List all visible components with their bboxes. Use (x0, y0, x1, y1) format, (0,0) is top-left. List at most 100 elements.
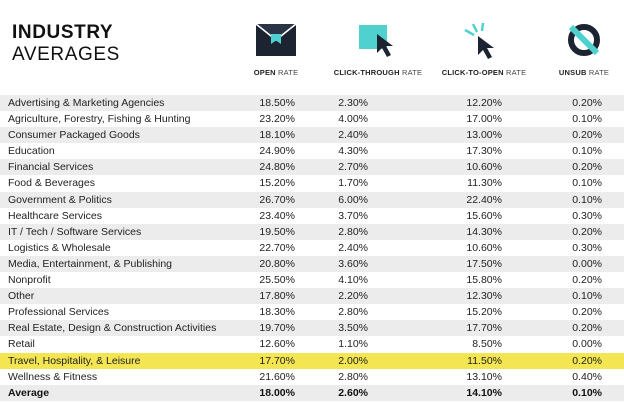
open-rate-header: OPEN RATE (216, 18, 336, 77)
unsub-rate-value: 0.20% (572, 161, 602, 174)
click-to-open-rate-value: 12.30% (466, 290, 502, 303)
table-row: Logistics & Wholesale 22.70% 2.40% 10.60… (0, 240, 624, 256)
industry-name: Professional Services (8, 306, 109, 319)
click-through-rate-label: CLICK-THROUGH (333, 68, 400, 77)
click-to-open-rate-value: 15.20% (466, 306, 502, 319)
industry-name: Travel, Hospitality, & Leisure (8, 354, 141, 367)
industry-name: Food & Beverages (8, 177, 95, 190)
click-to-open-rate-suffix: RATE (503, 68, 527, 77)
click-to-open-rate-value: 17.00% (466, 113, 502, 126)
click-through-rate-value: 3.60% (338, 257, 368, 270)
table-row: Government & Politics 26.70% 6.00% 22.40… (0, 191, 624, 208)
table-row: IT / Tech / Software Services 19.50% 2.8… (0, 223, 624, 240)
click-to-open-rate-value: 13.00% (466, 129, 502, 142)
click-to-open-rate-value: 17.30% (466, 145, 502, 158)
unsub-rate-value: 0.20% (572, 354, 602, 367)
average-open-rate: 18.00% (259, 386, 295, 399)
open-rate-label: OPEN (253, 68, 276, 77)
click-through-rate-value: 2.70% (338, 161, 368, 174)
industry-name: Education (8, 145, 55, 158)
click-through-rate-value: 2.80% (338, 370, 368, 383)
click-through-rate-value: 4.00% (338, 113, 368, 126)
unsub-rate-value: 0.10% (572, 177, 602, 190)
click-to-open-rate-label: CLICK-TO-OPEN (441, 68, 504, 77)
unsub-rate-value: 0.10% (572, 113, 602, 126)
click-through-rate-value: 4.30% (338, 145, 368, 158)
open-rate-value: 24.90% (259, 145, 295, 158)
industry-name: IT / Tech / Software Services (8, 225, 142, 238)
open-rate-value: 18.50% (259, 97, 295, 109)
click-through-rate-value: 2.00% (338, 354, 368, 367)
table-row: Food & Beverages 15.20% 1.70% 11.30% 0.1… (0, 175, 624, 191)
unsub-rate-value: 0.40% (572, 370, 602, 383)
industry-name: Advertising & Marketing Agencies (8, 97, 165, 109)
open-rate-value: 23.40% (259, 209, 295, 222)
open-rate-value: 18.30% (259, 306, 295, 319)
table-row: Education 24.90% 4.30% 17.30% 0.10% (0, 143, 624, 159)
average-click-to-open-rate: 14.10% (466, 386, 502, 399)
unsub-rate-value: 0.20% (572, 97, 602, 109)
open-rate-value: 25.50% (259, 274, 295, 287)
click-to-open-rate-value: 17.70% (466, 322, 502, 335)
unsub-rate-value: 0.30% (572, 241, 602, 254)
click-through-rate-value: 2.80% (338, 225, 368, 238)
table-row: Wellness & Fitness 21.60% 2.80% 13.10% 0… (0, 369, 624, 385)
open-rate-value: 21.60% (259, 370, 295, 383)
table-row: Retail 12.60% 1.10% 8.50% 0.00% (0, 336, 624, 352)
industry-name: Nonprofit (8, 274, 51, 287)
open-rate-value: 23.20% (259, 113, 295, 126)
unsub-rate-value: 0.20% (572, 129, 602, 142)
click-to-open-rate-value: 13.10% (466, 370, 502, 383)
envelope-icon (216, 18, 336, 62)
unsub-rate-label: UNSUB (558, 68, 587, 77)
table-row: Financial Services 24.80% 2.70% 10.60% 0… (0, 159, 624, 176)
industry-name: Other (8, 290, 35, 303)
unsub-rate-value: 0.10% (572, 193, 602, 206)
click-through-rate-value: 2.40% (338, 241, 368, 254)
title-line-2: AVERAGES (12, 44, 120, 65)
click-through-rate-value: 4.10% (338, 274, 368, 287)
unsub-rate-header: UNSUB RATE (524, 18, 624, 77)
industry-name: Media, Entertainment, & Publishing (8, 257, 173, 270)
click-through-rate-value: 2.80% (338, 306, 368, 319)
click-through-rate-value: 6.00% (338, 193, 368, 206)
industry-name: Government & Politics (8, 193, 112, 206)
unsubscribe-circle-slash-icon (524, 18, 624, 62)
unsub-rate-value: 0.20% (572, 322, 602, 335)
open-rate-value: 24.80% (259, 161, 295, 174)
open-rate-value: 17.70% (259, 354, 295, 367)
click-to-open-rate-value: 8.50% (472, 338, 502, 351)
click-to-open-rate-value: 12.20% (466, 97, 502, 109)
click-to-open-rate-value: 22.40% (466, 193, 502, 206)
industry-name: Wellness & Fitness (8, 370, 98, 383)
click-to-open-rate-value: 15.80% (466, 274, 502, 287)
click-through-rate-suffix: RATE (399, 68, 423, 77)
unsub-rate-value: 0.00% (572, 257, 602, 270)
unsub-rate-value: 0.10% (572, 290, 602, 303)
table-row: Advertising & Marketing Agencies 18.50% … (0, 95, 624, 112)
industry-name: Real Estate, Design & Construction Activ… (8, 322, 217, 335)
click-to-open-rate-header: CLICK-TO-OPEN RATE (424, 18, 544, 77)
unsub-rate-suffix: RATE (586, 68, 610, 77)
unsub-rate-value: 0.20% (572, 306, 602, 319)
click-through-rate-value: 1.70% (338, 177, 368, 190)
click-through-rate-header: CLICK-THROUGH RATE (318, 18, 438, 77)
unsub-rate-value: 0.20% (572, 225, 602, 238)
cursor-on-square-icon (318, 18, 438, 62)
click-through-rate-value: 2.40% (338, 129, 368, 142)
industry-name: Financial Services (8, 161, 94, 174)
click-to-open-rate-value: 17.50% (466, 257, 502, 270)
click-to-open-rate-value: 15.60% (466, 209, 502, 222)
industry-name: Agriculture, Forestry, Fishing & Hunting (8, 113, 191, 126)
open-rate-value: 18.10% (259, 129, 295, 142)
table-row-highlighted: Travel, Hospitality, & Leisure 17.70% 2.… (0, 352, 624, 369)
open-rate-value: 26.70% (259, 193, 295, 206)
table-row: Consumer Packaged Goods 18.10% 2.40% 13.… (0, 127, 624, 144)
click-to-open-rate-value: 11.30% (467, 177, 502, 190)
table-row: Other 17.80% 2.20% 12.30% 0.10% (0, 288, 624, 305)
industry-averages-table: Advertising & Marketing Agencies 18.50% … (0, 95, 624, 401)
industry-name: Consumer Packaged Goods (8, 129, 140, 142)
table-row: Real Estate, Design & Construction Activ… (0, 320, 624, 337)
table-row: Media, Entertainment, & Publishing 20.80… (0, 255, 624, 273)
click-through-rate-value: 3.50% (338, 322, 368, 335)
